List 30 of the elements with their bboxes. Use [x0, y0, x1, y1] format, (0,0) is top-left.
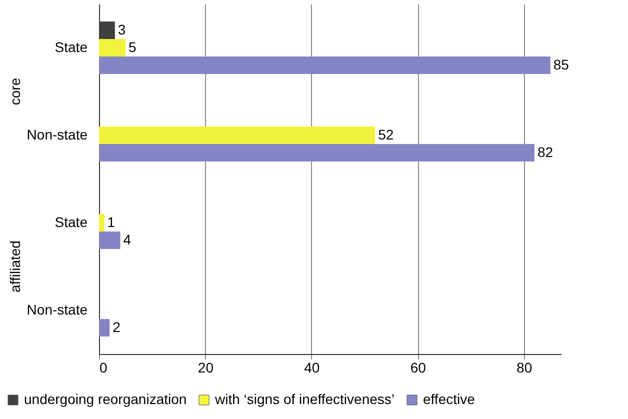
legend-label: effective	[423, 391, 476, 407]
data-label: 5	[128, 38, 137, 55]
data-label: 85	[553, 56, 570, 72]
bar	[99, 144, 534, 162]
bar	[99, 319, 110, 336]
x-tick-label: 40	[304, 360, 320, 376]
data-label: 3	[118, 21, 126, 38]
data-label: 82	[537, 144, 554, 160]
text: affiliated	[7, 240, 23, 292]
x-tick-label: 0	[100, 360, 108, 376]
bar	[99, 214, 104, 232]
text: core	[7, 78, 23, 106]
legend-label: undergoing reorganization	[24, 391, 187, 407]
bar	[99, 232, 120, 249]
y-tick-label: Non-state	[26, 126, 88, 142]
bar	[99, 126, 376, 144]
x-tick-label: 80	[516, 360, 532, 376]
data-label: 52	[378, 126, 394, 142]
bar	[99, 56, 550, 74]
data-label: 4	[123, 231, 132, 248]
y-tick-label: Non-state	[26, 301, 88, 318]
x-tick-label: 20	[198, 360, 214, 376]
legend-label: with ‘signs of ineffectiveness’	[214, 391, 394, 407]
data-label: 1	[107, 214, 116, 230]
data-label: 2	[112, 318, 121, 335]
y-tick-label: State	[54, 214, 88, 230]
x-tick-label: 60	[410, 360, 426, 376]
bar	[99, 22, 115, 39]
bar	[99, 39, 126, 56]
y-tick-label: State	[54, 38, 88, 55]
